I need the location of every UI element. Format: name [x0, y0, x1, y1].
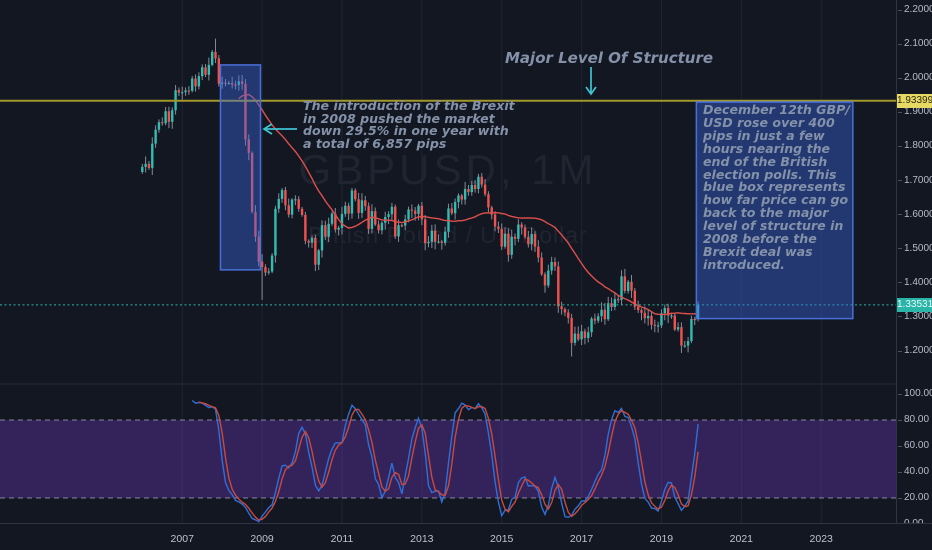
time-axis-label: 2007 [170, 533, 194, 545]
price-axis-label: 1.20000 [904, 345, 932, 356]
axis-tick-mark [898, 248, 902, 250]
candles [141, 38, 700, 357]
axis-tick-mark [898, 282, 902, 284]
time-axis-label: 2021 [729, 533, 753, 545]
time-axis-label: 2011 [330, 533, 354, 545]
price-axis-label: 1.70000 [904, 174, 932, 186]
price-axis-label: 2.10000 [904, 38, 932, 50]
price-axis-label: 1.80000 [904, 140, 932, 152]
election-annotation[interactable]: December 12th GBP/ USD rose over 400 pip… [703, 102, 850, 272]
down-arrow[interactable] [585, 67, 597, 96]
axis-tick-mark [898, 43, 902, 45]
brexit-2008-box[interactable] [219, 64, 262, 271]
time-axis-label: 2013 [410, 533, 434, 545]
gridlines [181, 0, 822, 523]
time-axis[interactable]: 2007 2009 2011 2013 2015 2017 2019 2021 2023 [0, 523, 932, 550]
price-axis-label: 100.00 [904, 388, 932, 399]
major-level-annotation[interactable]: Major Level Of Structure [505, 49, 714, 67]
axis-tick-mark [898, 77, 902, 79]
structure-price-label: 1.93399 [897, 93, 932, 108]
axis-tick-mark [898, 419, 902, 421]
stoch-d-line [198, 401, 699, 521]
axis-tick-mark [898, 471, 902, 473]
time-axis-label: 2017 [569, 533, 594, 545]
axis-tick-mark [898, 9, 902, 11]
price-axis-label: 20.00 [904, 492, 930, 503]
price-axis-label: 2.20000 [904, 4, 932, 15]
axis-tick-mark [898, 111, 902, 113]
brexit-annotation[interactable]: The introduction of the Brexit in 2008 p… [303, 98, 515, 151]
left-arrow[interactable] [262, 123, 297, 135]
price-axis-label: 40.00 [904, 466, 930, 477]
price-axis-label: 1.40000 [904, 276, 932, 288]
axis-tick-mark [898, 316, 902, 318]
price-axis-label: 1.30000 [904, 310, 932, 322]
price-axis[interactable]: 2.20000 2.10000 2.00000 1.90000 1.80000 1.700… [896, 0, 932, 550]
axis-tick-mark [898, 350, 902, 352]
ma-line [238, 93, 699, 316]
price-axis-label: 2.00000 [904, 72, 932, 84]
axis-tick-mark [898, 180, 902, 181]
axis-tick-mark [898, 145, 902, 147]
price-axis-label: 1.90000 [904, 106, 932, 118]
time-axis-label: 2015 [490, 533, 514, 545]
election-target-box[interactable] [695, 101, 854, 320]
time-axis-label: 2023 [809, 533, 833, 545]
price-axis-label: 1.60000 [904, 208, 932, 220]
current-price-label: 1.33531 [897, 297, 932, 312]
price-axis-label: 60.00 [904, 440, 930, 451]
axis-tick-mark [898, 445, 902, 447]
time-axis-label: 2009 [250, 533, 274, 545]
axis-tick-mark [898, 393, 902, 395]
time-axis-label: 2019 [649, 533, 674, 545]
price-axis-label: 1.50000 [904, 242, 932, 254]
stoch-k-line [191, 399, 699, 523]
price-axis-label: 80.00 [904, 414, 930, 425]
axis-tick-mark [898, 214, 902, 216]
axis-tick-mark [898, 497, 902, 499]
